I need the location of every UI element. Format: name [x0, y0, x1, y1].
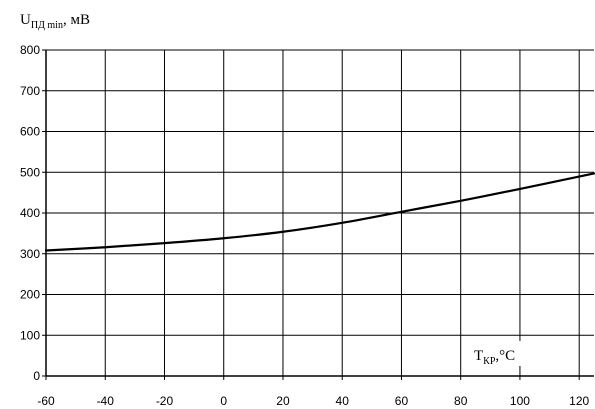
x-tick-label: 100 [510, 394, 530, 408]
x-tick-label: 80 [454, 394, 468, 408]
y-tick-label: 200 [20, 288, 40, 302]
x-tick-label: 60 [395, 394, 409, 408]
y-tick-label: 100 [20, 328, 40, 342]
x-tick-label: 40 [336, 394, 350, 408]
x-axis-title-sub: КР [483, 356, 496, 367]
y-axis-title-main: U [20, 12, 31, 28]
x-tick-label: 120 [569, 394, 589, 408]
x-axis-title-main: T [474, 348, 483, 364]
y-tick-label: 500 [20, 165, 40, 179]
y-axis-title-sub: ПД min [31, 20, 63, 31]
y-tick-label: 400 [20, 206, 40, 220]
y-tick-label: 700 [20, 84, 40, 98]
x-axis-title-bg [468, 341, 572, 366]
x-axis-title-suffix: ,°C [495, 348, 515, 364]
x-tick-labels: -60 -40 -20 0 20 40 60 80 100 120 [37, 394, 589, 408]
x-axis-title: TКР,°C [474, 348, 515, 367]
y-tick-label: 300 [20, 247, 40, 261]
x-tick-label: -40 [97, 394, 115, 408]
y-tick-labels: 0 100 200 300 400 500 600 700 800 [20, 43, 40, 383]
x-tick-label: -20 [156, 394, 174, 408]
axes [42, 49, 594, 380]
y-tick-label: 800 [20, 43, 40, 57]
series [44, 172, 595, 252]
grid [45, 49, 594, 377]
y-tick-label: 600 [20, 125, 40, 139]
x-tick-label: 0 [220, 394, 227, 408]
x-tick-label: 20 [276, 394, 290, 408]
y-tick-label: 0 [33, 369, 40, 383]
y-axis-title: UПД min, мВ [20, 12, 90, 31]
x-tick-label: -60 [37, 394, 55, 408]
series-line [44, 172, 595, 252]
y-axis-title-suffix: , мВ [63, 12, 90, 28]
